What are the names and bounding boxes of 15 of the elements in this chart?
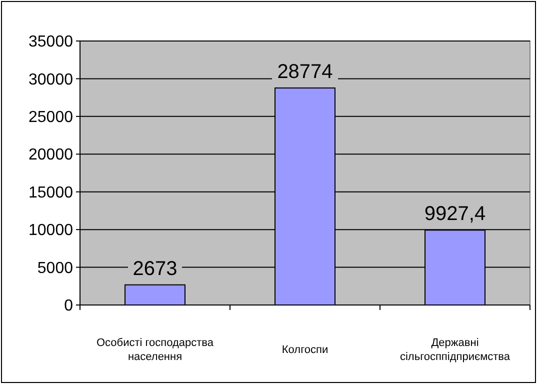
y-tick-label: 5000 (37, 260, 74, 277)
y-tick-label: 25000 (28, 109, 74, 126)
y-tick-label: 15000 (28, 184, 74, 202)
x-tick-label: Державні сільгосппідприємства (400, 337, 511, 363)
data-label: 28774 (277, 60, 333, 83)
y-tick-label: 30000 (28, 71, 74, 88)
bar (124, 284, 186, 306)
x-tick-label: Колгоспи (282, 344, 328, 356)
data-label: 9927,4 (424, 203, 486, 226)
x-tick-label: Особисті господарства населення (96, 337, 214, 363)
y-tick-label: 35000 (28, 34, 74, 51)
y-tick-label: 20000 (28, 146, 74, 164)
data-label: 2673 (132, 258, 178, 280)
y-tick-label: 10000 (28, 222, 74, 240)
y-tick-label: 0 (64, 298, 74, 315)
